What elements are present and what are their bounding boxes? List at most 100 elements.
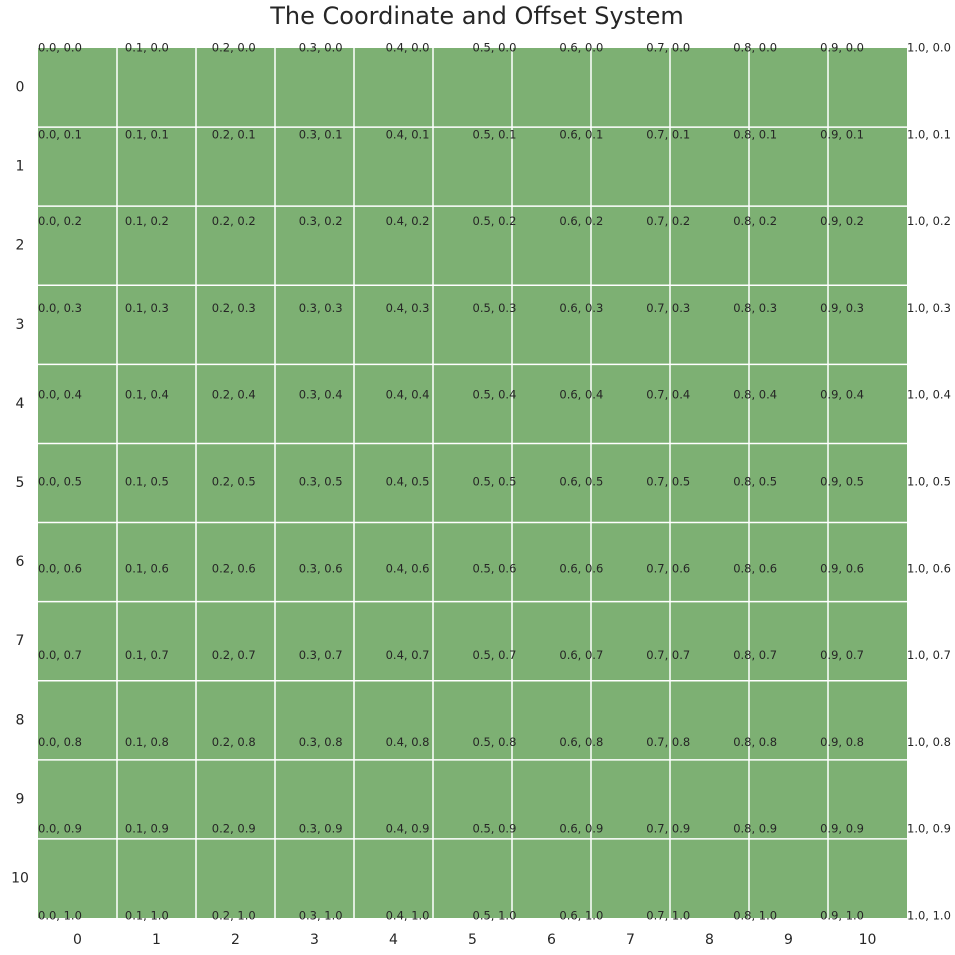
offset-label: 0.2, 0.6 <box>212 561 256 575</box>
offset-label: 0.3, 0.0 <box>299 41 343 55</box>
offset-label: 0.8, 0.7 <box>733 648 777 662</box>
offset-label: 1.0, 0.0 <box>907 41 951 55</box>
offset-label: 1.0, 0.6 <box>907 561 951 575</box>
offset-label: 0.5, 0.9 <box>473 822 517 836</box>
offset-label: 0.9, 0.6 <box>820 561 864 575</box>
offset-label: 0.8, 0.6 <box>733 561 777 575</box>
y-tick-label: 1 <box>16 159 25 175</box>
y-tick-label: 4 <box>16 396 25 412</box>
offset-label: 0.6, 0.7 <box>559 648 603 662</box>
offset-label: 0.5, 0.8 <box>473 735 517 749</box>
x-tick-label: 8 <box>705 932 714 948</box>
offset-label: 0.6, 0.9 <box>559 822 603 836</box>
offset-label: 0.9, 0.2 <box>820 214 864 228</box>
offset-label: 0.9, 0.4 <box>820 388 864 402</box>
offset-label: 0.5, 0.0 <box>473 41 517 55</box>
offset-label: 0.1, 0.7 <box>125 648 169 662</box>
offset-label: 0.6, 0.3 <box>559 301 603 315</box>
offset-label: 0.7, 0.4 <box>646 388 690 402</box>
x-tick-label: 0 <box>73 932 82 948</box>
x-tick-label: 3 <box>310 932 319 948</box>
offset-label: 0.1, 0.6 <box>125 561 169 575</box>
offset-label: 0.7, 0.7 <box>646 648 690 662</box>
offset-label: 0.0, 0.5 <box>38 475 82 489</box>
offset-label: 0.7, 0.1 <box>646 127 690 141</box>
offset-label: 0.0, 0.1 <box>38 127 82 141</box>
offset-label: 0.2, 0.1 <box>212 127 256 141</box>
offset-label: 0.3, 0.7 <box>299 648 343 662</box>
offset-label: 1.0, 0.1 <box>907 127 951 141</box>
offset-label: 0.6, 0.1 <box>559 127 603 141</box>
offset-label: 1.0, 0.8 <box>907 735 951 749</box>
x-tick-label: 1 <box>152 932 161 948</box>
offset-label: 0.8, 0.4 <box>733 388 777 402</box>
offset-label: 0.0, 0.3 <box>38 301 82 315</box>
y-tick-label: 3 <box>16 317 25 333</box>
offset-label: 0.3, 0.3 <box>299 301 343 315</box>
offset-label: 0.6, 0.8 <box>559 735 603 749</box>
offset-label: 0.6, 0.0 <box>559 41 603 55</box>
y-tick-label: 10 <box>11 870 29 886</box>
y-tick-label: 6 <box>16 554 25 570</box>
offset-label: 0.4, 0.5 <box>386 475 430 489</box>
x-tick-label: 2 <box>231 932 240 948</box>
y-tick-label: 8 <box>16 712 25 728</box>
offset-label: 0.5, 0.5 <box>473 475 517 489</box>
offset-label: 0.1, 0.1 <box>125 127 169 141</box>
offset-label: 0.5, 0.7 <box>473 648 517 662</box>
offset-label: 0.3, 0.4 <box>299 388 343 402</box>
offset-label: 1.0, 1.0 <box>907 909 951 923</box>
x-tick-label: 6 <box>547 932 556 948</box>
offset-label: 1.0, 0.9 <box>907 822 951 836</box>
offset-label: 0.4, 0.4 <box>386 388 430 402</box>
chart-title: The Coordinate and Offset System <box>269 2 683 30</box>
offset-label: 0.0, 0.2 <box>38 214 82 228</box>
offset-label: 0.4, 0.3 <box>386 301 430 315</box>
offset-label: 1.0, 0.3 <box>907 301 951 315</box>
offset-label: 0.2, 1.0 <box>212 909 256 923</box>
offset-label: 0.0, 0.0 <box>38 41 82 55</box>
x-tick-label: 4 <box>389 932 398 948</box>
offset-label: 0.2, 0.0 <box>212 41 256 55</box>
offset-label: 0.7, 0.2 <box>646 214 690 228</box>
offset-label: 0.4, 0.9 <box>386 822 430 836</box>
offset-label: 0.5, 1.0 <box>473 909 517 923</box>
y-tick-label: 2 <box>16 238 25 254</box>
offset-label: 0.0, 1.0 <box>38 909 82 923</box>
offset-label: 0.8, 0.0 <box>733 41 777 55</box>
y-tick-label: 5 <box>16 475 25 491</box>
offset-label: 0.1, 0.2 <box>125 214 169 228</box>
offset-label: 0.8, 0.9 <box>733 822 777 836</box>
offset-label: 0.8, 0.2 <box>733 214 777 228</box>
offset-label: 0.6, 0.6 <box>559 561 603 575</box>
offset-label: 0.9, 0.3 <box>820 301 864 315</box>
offset-label: 0.4, 0.2 <box>386 214 430 228</box>
offset-label: 0.0, 0.6 <box>38 561 82 575</box>
offset-label: 0.3, 0.8 <box>299 735 343 749</box>
offset-label: 0.3, 0.1 <box>299 127 343 141</box>
offset-label: 0.7, 0.8 <box>646 735 690 749</box>
offset-label: 0.3, 0.5 <box>299 475 343 489</box>
offset-label: 0.4, 0.8 <box>386 735 430 749</box>
offset-label: 0.7, 0.5 <box>646 475 690 489</box>
x-tick-label: 9 <box>784 932 793 948</box>
offset-label: 0.1, 0.0 <box>125 41 169 55</box>
offset-label: 0.2, 0.3 <box>212 301 256 315</box>
offset-label: 1.0, 0.5 <box>907 475 951 489</box>
offset-label: 0.8, 0.3 <box>733 301 777 315</box>
offset-label: 0.1, 1.0 <box>125 909 169 923</box>
offset-label: 0.7, 1.0 <box>646 909 690 923</box>
offset-label: 0.6, 0.5 <box>559 475 603 489</box>
x-tick-label: 5 <box>468 932 477 948</box>
offset-label: 1.0, 0.4 <box>907 388 951 402</box>
offset-label: 0.8, 0.8 <box>733 735 777 749</box>
offset-label: 0.1, 0.5 <box>125 475 169 489</box>
offset-label: 0.1, 0.9 <box>125 822 169 836</box>
offset-label: 0.8, 0.5 <box>733 475 777 489</box>
offset-label: 0.2, 0.2 <box>212 214 256 228</box>
offset-label: 0.4, 1.0 <box>386 909 430 923</box>
offset-label: 0.7, 0.0 <box>646 41 690 55</box>
offset-label: 0.5, 0.1 <box>473 127 517 141</box>
offset-label: 0.9, 1.0 <box>820 909 864 923</box>
